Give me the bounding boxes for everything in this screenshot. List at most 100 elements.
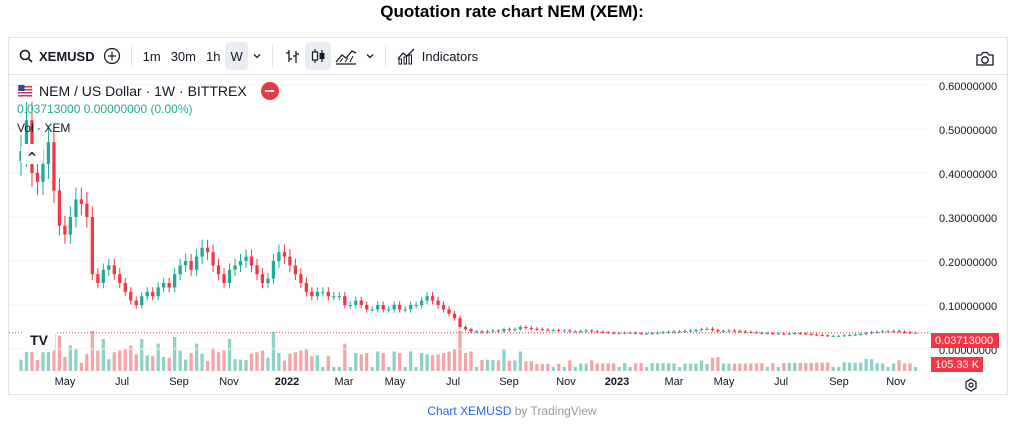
volume-bar: [299, 350, 303, 371]
symbol-search[interactable]: XEMUSD: [15, 42, 99, 70]
volume-bar: [809, 362, 813, 371]
collapse-legend-button[interactable]: [21, 144, 43, 164]
volume-bar: [864, 358, 868, 371]
chart-credit-link[interactable]: Chart XEMUSD: [427, 404, 512, 418]
candle-body: [820, 334, 824, 336]
candle-body: [650, 333, 654, 335]
volume-bar: [370, 367, 374, 371]
candle-body: [743, 331, 748, 333]
candle-body: [337, 296, 341, 298]
candle-body: [354, 300, 358, 305]
volume-bar: [79, 362, 84, 371]
candle-body: [398, 305, 402, 310]
snapshot-button[interactable]: [971, 45, 999, 73]
time-tick: Jul: [773, 376, 789, 388]
candle-body: [282, 252, 287, 257]
candle-body: [244, 256, 248, 261]
candle-body: [831, 335, 835, 337]
toolbar-divider: [384, 45, 386, 67]
bar-style-button[interactable]: [279, 42, 305, 70]
volume-bar: [875, 363, 879, 371]
volume-bar: [304, 348, 309, 371]
volume-bar: [107, 359, 111, 371]
candle-body: [430, 296, 435, 301]
candle-body: [74, 199, 78, 217]
time-axis[interactable]: May Jul Sep Nov 2022 Mar May Jul Sep Nov…: [9, 371, 929, 395]
candle-body: [793, 333, 797, 335]
volume-bar: [568, 360, 572, 371]
volume-bar: [123, 348, 127, 371]
candle-body: [771, 333, 775, 335]
candle-body: [452, 313, 457, 319]
candle-body: [35, 173, 40, 182]
indicators-icon: [397, 48, 415, 65]
volume-bar: [776, 367, 780, 371]
candle-body: [815, 334, 819, 336]
volume-bar: [815, 362, 819, 371]
compare-button[interactable]: [99, 42, 125, 70]
candle-body: [365, 305, 369, 310]
candle-body: [315, 291, 319, 297]
volume-legend: Vol · XEM: [17, 121, 71, 135]
indicators-button[interactable]: Indicators: [392, 42, 482, 70]
interval-w[interactable]: W: [225, 42, 248, 70]
candle-body: [216, 265, 221, 275]
candle-body: [826, 335, 830, 337]
tradingview-logo[interactable]: TV: [23, 328, 55, 352]
volume-bar: [650, 363, 654, 371]
candle-body: [765, 333, 769, 335]
candle-body: [173, 274, 177, 288]
price-tick: 0.20000000: [939, 257, 998, 269]
chart-plot-area[interactable]: [9, 75, 929, 371]
interval-dropdown[interactable]: [248, 42, 266, 70]
volume-bar: [332, 367, 336, 371]
remove-series-button[interactable]: [260, 82, 279, 100]
time-tick: Jul: [114, 376, 130, 388]
chart-settings-button[interactable]: [964, 378, 978, 397]
volume-bar: [804, 363, 808, 371]
candle-body: [233, 265, 237, 270]
candle-style-button[interactable]: [304, 42, 331, 70]
price-tick: 0.30000000: [939, 213, 998, 225]
volume-bar: [908, 363, 912, 371]
candle-body: [606, 332, 610, 334]
candle-body: [573, 331, 577, 333]
price-tick: 0.60000000: [939, 81, 998, 93]
time-tick: Sep: [169, 376, 189, 388]
volume-bar: [727, 363, 731, 371]
volume-bar: [787, 362, 791, 371]
volume-bar: [205, 360, 210, 371]
chart-style-dropdown[interactable]: [361, 42, 379, 70]
volume-bar: [502, 349, 506, 371]
volume-bar: [227, 339, 232, 371]
candle-body: [370, 309, 374, 311]
candle-body: [688, 330, 693, 332]
price-tick: 0.00000000: [939, 345, 998, 357]
candle-body: [123, 283, 127, 292]
volume-bar: [694, 363, 698, 371]
volume-bar: [337, 367, 341, 371]
interval-1m[interactable]: 1m: [142, 48, 161, 64]
page-title: Quotation rate chart NEM (XEM):: [380, 2, 644, 21]
volume-bar: [151, 356, 155, 371]
candle-body: [145, 291, 149, 297]
volume-bar: [474, 367, 479, 371]
current-price-tag: 0.03713000: [931, 333, 999, 348]
volume-bar: [282, 360, 287, 371]
candle-body: [727, 330, 731, 332]
volume-bar: [858, 362, 863, 371]
volume-bar: [46, 350, 51, 371]
price-axis[interactable]: 0.60000000 0.50000000 0.40000000 0.30000…: [929, 75, 1007, 371]
volume-bar: [255, 352, 259, 371]
candle-body: [694, 330, 698, 332]
area-style-button[interactable]: [331, 42, 361, 70]
candle-style-icon: [311, 49, 325, 63]
interval-30m[interactable]: 30m: [170, 48, 196, 64]
interval-1h[interactable]: 1h: [205, 48, 221, 64]
minus-icon: [265, 90, 275, 92]
candle-body: [738, 330, 742, 332]
candle-body: [266, 278, 270, 283]
candle-body: [721, 330, 726, 332]
gear-icon: [965, 378, 977, 392]
volume-bar: [639, 363, 643, 371]
